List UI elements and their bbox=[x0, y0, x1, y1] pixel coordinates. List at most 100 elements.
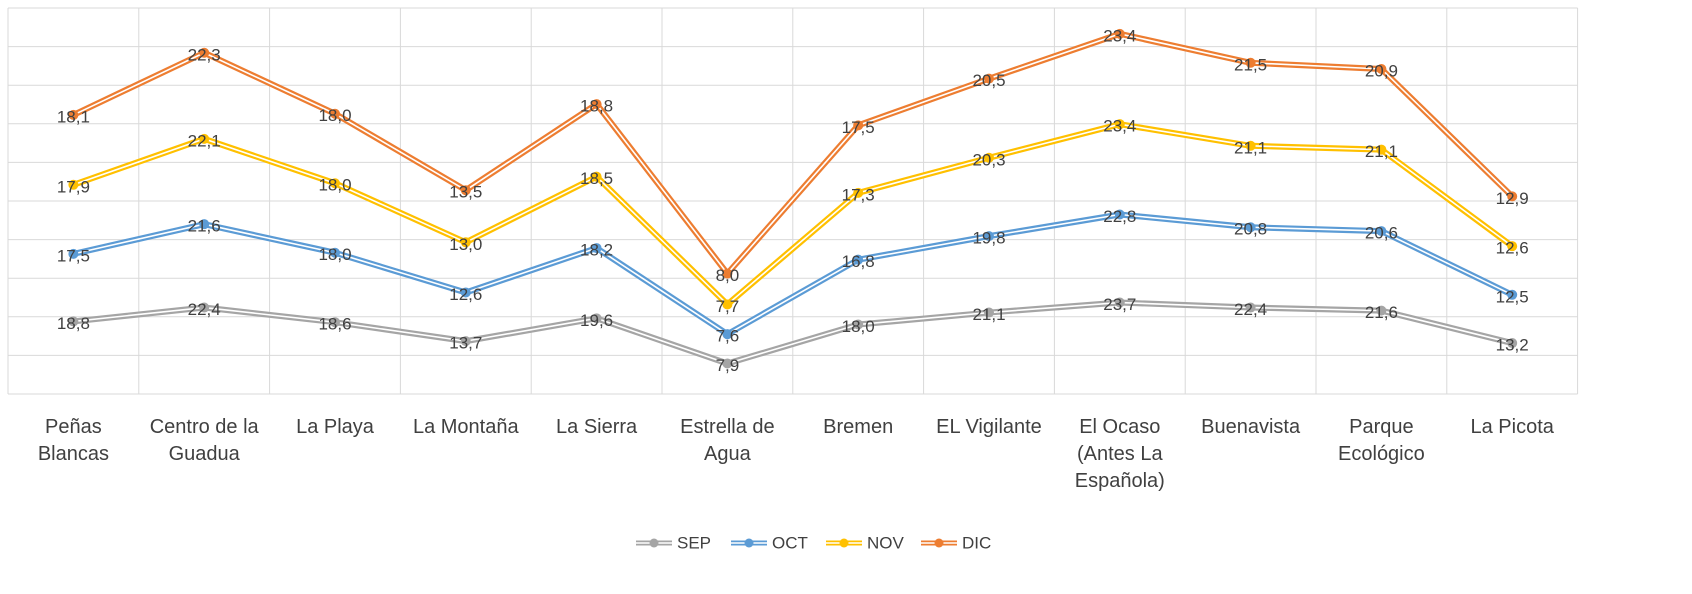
legend-marker bbox=[744, 538, 754, 548]
marker bbox=[591, 171, 602, 182]
marker bbox=[199, 133, 210, 144]
marker bbox=[984, 231, 994, 242]
marker bbox=[853, 254, 864, 265]
legend-label: DIC bbox=[962, 533, 991, 552]
marker bbox=[591, 243, 602, 254]
marker bbox=[722, 329, 733, 340]
marker bbox=[1507, 241, 1518, 252]
marker bbox=[1507, 191, 1518, 202]
marker bbox=[1245, 57, 1256, 68]
x-tick-label: Bremen bbox=[823, 416, 894, 438]
marker bbox=[68, 248, 79, 259]
x-tick-label: La Sierra bbox=[556, 416, 638, 438]
data-label: 18,0 bbox=[318, 176, 351, 195]
data-label: 7,9 bbox=[716, 356, 740, 375]
legend-marker bbox=[839, 538, 849, 548]
marker bbox=[1376, 305, 1387, 316]
data-label: 7,7 bbox=[716, 297, 740, 316]
marker bbox=[460, 185, 471, 196]
marker bbox=[460, 237, 471, 248]
legend-label: OCT bbox=[772, 533, 808, 552]
marker bbox=[591, 99, 602, 110]
marker bbox=[199, 219, 210, 230]
legend: SEP OCT NOV DIC bbox=[636, 533, 991, 552]
marker bbox=[722, 268, 733, 279]
legend-label: SEP bbox=[677, 533, 711, 552]
data-label: 21,1 bbox=[972, 305, 1005, 324]
marker bbox=[68, 109, 79, 120]
data-label: 21,1 bbox=[1365, 142, 1398, 161]
marker bbox=[1245, 302, 1256, 313]
marker bbox=[330, 178, 340, 189]
x-tick-label: La Montaña bbox=[412, 416, 519, 438]
marker bbox=[1376, 144, 1387, 155]
data-label: 20,5 bbox=[972, 71, 1005, 90]
data-label: 18,1 bbox=[57, 107, 90, 126]
data-label: 18,0 bbox=[318, 106, 351, 125]
marker bbox=[460, 287, 471, 298]
data-label: 20,8 bbox=[1234, 220, 1267, 239]
data-label: 17,9 bbox=[57, 177, 90, 196]
marker bbox=[330, 317, 340, 328]
marker bbox=[1245, 222, 1256, 233]
x-tick-label: Parque Ecológico bbox=[1338, 416, 1425, 465]
x-tick-label: EL Vigilante bbox=[936, 416, 1042, 438]
data-label: 17,3 bbox=[842, 185, 875, 204]
data-label: 7,6 bbox=[716, 327, 740, 346]
data-label: 22,8 bbox=[1103, 207, 1136, 226]
marker bbox=[199, 302, 210, 313]
x-tick-label: Peñas Blancas bbox=[37, 416, 109, 465]
x-tick-label: Estrella de Agua bbox=[680, 416, 775, 465]
data-label: 19,6 bbox=[580, 311, 613, 330]
marker bbox=[330, 108, 340, 119]
data-label: 20,9 bbox=[1365, 61, 1398, 80]
marker bbox=[1114, 209, 1125, 220]
legend-label: NOV bbox=[867, 533, 905, 552]
marker bbox=[460, 336, 471, 347]
x-tick-label: La Playa bbox=[296, 416, 374, 438]
marker bbox=[1114, 28, 1125, 39]
data-label: 18,6 bbox=[318, 315, 351, 334]
marker bbox=[984, 152, 994, 163]
marker bbox=[330, 247, 340, 258]
marker bbox=[1114, 297, 1125, 308]
data-label: 22,3 bbox=[188, 45, 221, 64]
x-tick-label: El Ocaso (Antes La Española) bbox=[1074, 416, 1165, 492]
data-label: 18,5 bbox=[580, 169, 613, 188]
data-label: 17,5 bbox=[842, 118, 875, 137]
marker bbox=[984, 73, 994, 84]
data-label: 23,7 bbox=[1103, 295, 1136, 314]
data-label: 21,5 bbox=[1234, 55, 1267, 74]
marker bbox=[68, 179, 79, 190]
x-tick-label: Centro de la Guadua bbox=[149, 416, 259, 465]
marker bbox=[1507, 338, 1518, 349]
data-label: 23,4 bbox=[1103, 26, 1136, 45]
data-label: 12,6 bbox=[1496, 239, 1529, 258]
series-line-inner bbox=[73, 213, 1513, 335]
data-label: 21,6 bbox=[1365, 303, 1398, 322]
data-label: 18,2 bbox=[580, 241, 613, 260]
data-label: 16,8 bbox=[842, 252, 875, 271]
data-label: 13,5 bbox=[449, 183, 482, 202]
marker bbox=[199, 47, 210, 58]
marker bbox=[1245, 140, 1256, 151]
data-label: 20,3 bbox=[972, 150, 1005, 169]
x-tick-label: La Picota bbox=[1470, 416, 1554, 438]
marker bbox=[1114, 119, 1125, 130]
data-label: 22,4 bbox=[1234, 300, 1267, 319]
marker bbox=[1376, 226, 1387, 237]
marker bbox=[68, 316, 79, 327]
data-label: 12,9 bbox=[1496, 189, 1529, 208]
data-label: 21,1 bbox=[1234, 138, 1267, 157]
data-label: 22,4 bbox=[188, 300, 221, 319]
data-label: 12,5 bbox=[1496, 287, 1529, 306]
marker bbox=[1376, 63, 1387, 74]
data-label: 18,0 bbox=[842, 317, 875, 336]
marker bbox=[853, 319, 864, 330]
series-line-inner bbox=[73, 33, 1513, 275]
data-label: 22,1 bbox=[188, 131, 221, 150]
data-label: 18,0 bbox=[318, 245, 351, 264]
data-label: 23,4 bbox=[1103, 117, 1136, 136]
